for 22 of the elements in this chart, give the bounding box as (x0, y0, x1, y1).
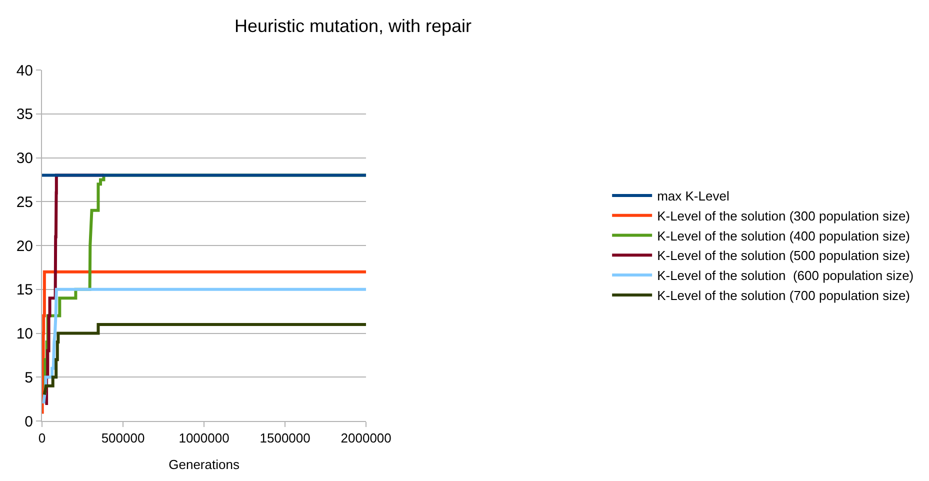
y-tick-label: 25 (16, 194, 33, 211)
x-tick-label: 2000000 (340, 430, 392, 446)
y-tick-label: 20 (16, 238, 33, 255)
chart-title: Heuristic mutation, with repair (234, 16, 472, 36)
legend-label: K-Level of the solution (600 population size) (657, 268, 914, 284)
x-tick-label: 0 (38, 430, 46, 446)
legend-label: K-Level of the solution (400 population size) (657, 228, 910, 244)
y-tick-label: 35 (16, 106, 33, 124)
legend-label: K-Level of the solution (500 population size) (657, 248, 910, 264)
y-tick-label: 40 (16, 62, 33, 80)
legend-label: max K-Level (657, 188, 730, 204)
y-tick-label: 10 (16, 326, 33, 342)
x-tick-label: 500000 (101, 430, 145, 446)
legend-label: K-Level of the solution (700 population size) (657, 288, 910, 304)
x-axis-title: Generations (168, 457, 240, 472)
legend-label: K-Level of the solution (300 population size) (657, 208, 910, 224)
x-tick-label: 1500000 (260, 430, 310, 446)
x-tick-label: 1000000 (178, 430, 230, 446)
y-tick-label: 30 (16, 150, 33, 167)
y-tick-label: 5 (24, 369, 33, 386)
y-tick-label: 0 (24, 413, 33, 430)
y-tick-label: 15 (16, 282, 33, 299)
